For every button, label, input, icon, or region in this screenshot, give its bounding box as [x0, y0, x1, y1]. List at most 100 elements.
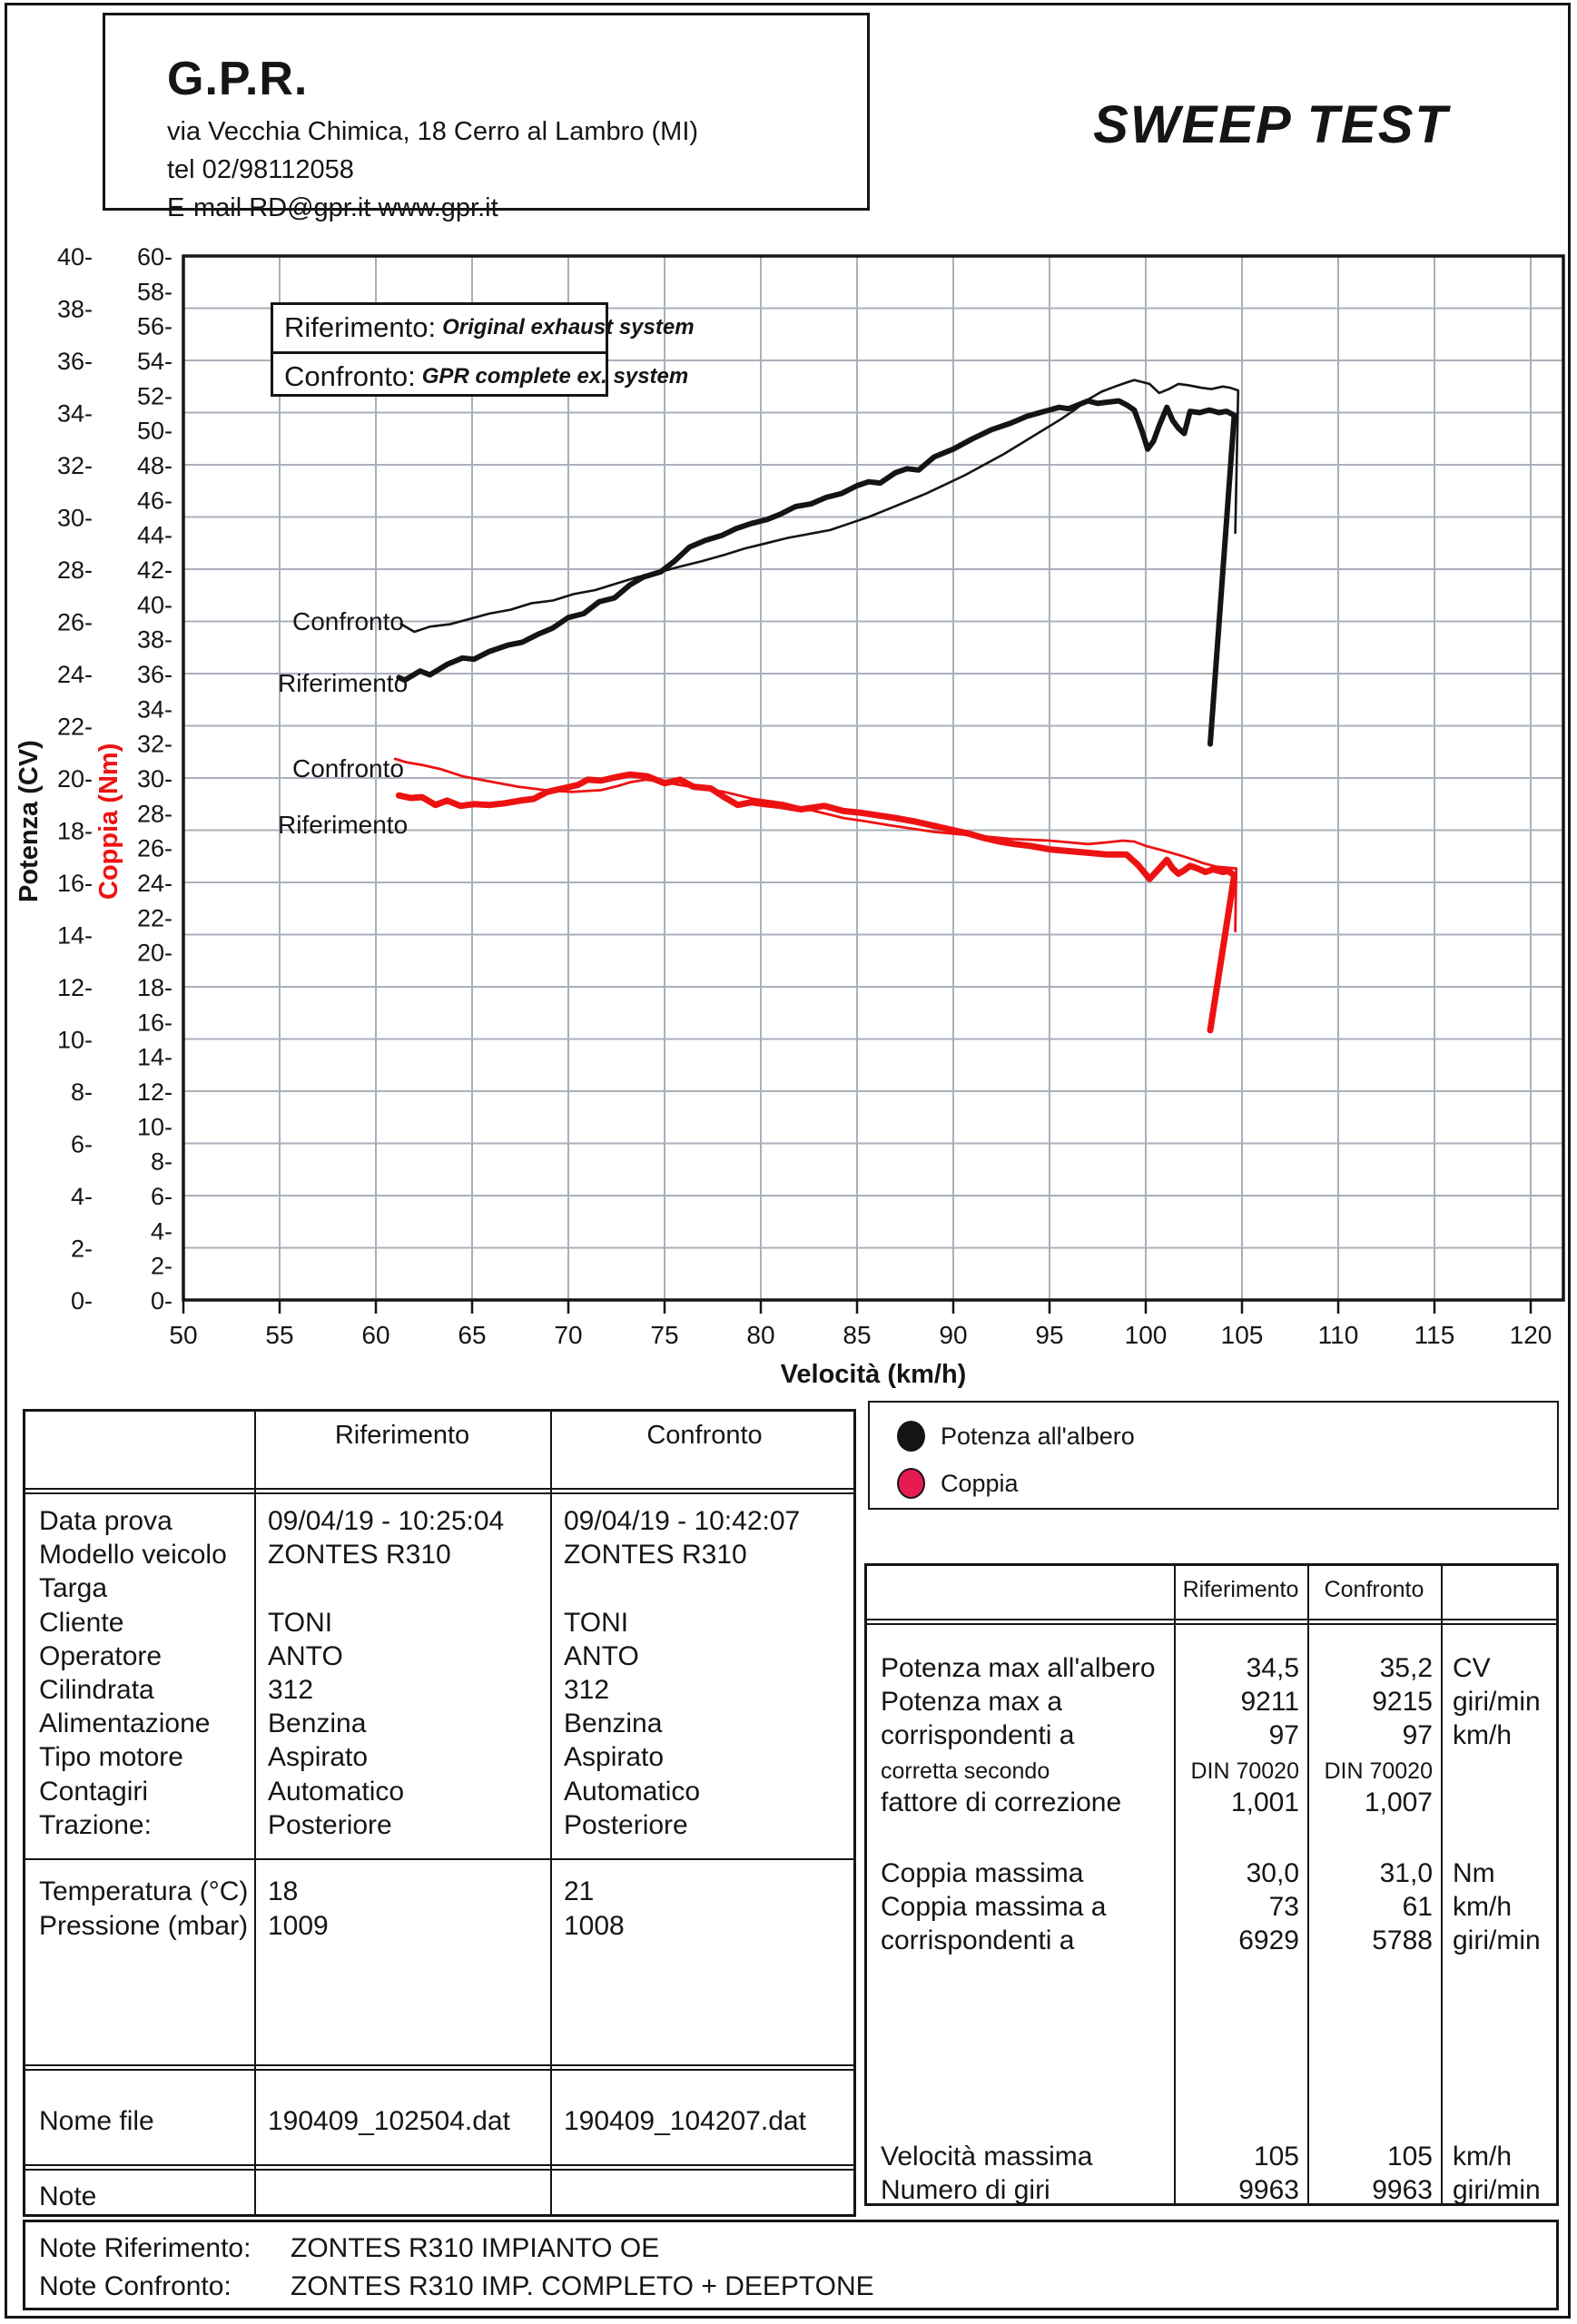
svg-text:80: 80	[746, 1321, 774, 1349]
info-row-label: Cliente	[39, 1607, 124, 1638]
note-row-label: Note	[39, 2181, 97, 2211]
results-row-confronto: 31,0	[1379, 1858, 1433, 1888]
column-divider	[1441, 1566, 1443, 2203]
row-divider	[25, 2164, 853, 2171]
torque-axis-title: Coppia (Nm)	[94, 743, 123, 901]
svg-text:65: 65	[458, 1321, 486, 1349]
note-riferimento-label: Note Riferimento:	[39, 2233, 251, 2263]
svg-text:40-: 40-	[57, 243, 93, 271]
svg-text:12-: 12-	[137, 1078, 172, 1106]
results-row-confronto: 61	[1402, 1892, 1433, 1922]
info-row-label: Operatore	[39, 1640, 163, 1671]
svg-text:34-: 34-	[57, 400, 93, 428]
curve-label-2: Confronto	[292, 754, 404, 783]
company-name: G.P.R.	[167, 53, 309, 105]
row-divider	[25, 1488, 853, 1494]
row-divider	[25, 1858, 853, 1860]
info-row-label: Cilindrata	[39, 1675, 154, 1705]
results-row-label: Potenza max all'albero	[881, 1653, 1156, 1683]
results-row-confronto: DIN 70020	[1324, 1758, 1433, 1784]
info-row-label: Contagiri	[39, 1776, 149, 1807]
info-col-header-confronto: Confronto	[646, 1421, 763, 1450]
info-row-label: Alimentazione	[39, 1709, 211, 1739]
results-row-confronto: 1,007	[1364, 1787, 1433, 1817]
svg-text:40-: 40-	[137, 591, 172, 618]
info-row-riferimento: TONI	[268, 1607, 333, 1638]
results-row-unit: Nm	[1453, 1858, 1495, 1888]
results-row-label: Numero di giri	[881, 2175, 1050, 2205]
x-axis-ticks: 50 55 60 65 70 75 80 85 90 95 100 105 110 115 120	[169, 1300, 1552, 1349]
power-legend-label: Potenza all'albero	[941, 1423, 1135, 1450]
svg-text:28-: 28-	[57, 556, 93, 584]
results-row-riferimento: 1,001	[1230, 1787, 1299, 1817]
svg-text:38-: 38-	[137, 626, 172, 654]
note-confronto-label: Note Confronto:	[39, 2271, 232, 2301]
svg-text:26-: 26-	[137, 835, 172, 862]
column-divider	[1174, 1566, 1176, 2203]
svg-text:12-: 12-	[57, 974, 93, 1001]
svg-text:20-: 20-	[137, 940, 172, 967]
env-row-riferimento: 18	[268, 1876, 299, 1906]
info-row-riferimento: 09/04/19 - 10:25:04	[268, 1506, 505, 1536]
svg-text:4-: 4-	[151, 1217, 172, 1245]
results-row-label: Potenza max a	[881, 1687, 1063, 1717]
svg-text:110: 110	[1318, 1321, 1359, 1349]
power-axis-title: Potenza (CV)	[15, 740, 44, 903]
env-row-confronto: 1008	[564, 1911, 625, 1941]
row-divider	[867, 1619, 1556, 1625]
x-axis-title: Velocità (km/h)	[780, 1360, 967, 1389]
svg-text:10-: 10-	[57, 1027, 93, 1054]
svg-text:50: 50	[169, 1321, 197, 1349]
svg-text:24-: 24-	[57, 661, 93, 688]
column-divider	[254, 1412, 256, 2214]
results-row-unit: km/h	[1453, 1892, 1513, 1922]
info-row-riferimento: Aspirato	[268, 1742, 369, 1773]
torque-legend-dot	[897, 1468, 925, 1499]
env-row-label: Pressione (mbar)	[39, 1911, 249, 1941]
results-row-riferimento: 73	[1268, 1892, 1299, 1922]
legend-riferimento-desc: Original exhaust system	[442, 315, 695, 340]
results-row-label: fattore di correzione	[881, 1787, 1122, 1817]
svg-text:18-: 18-	[137, 974, 172, 1001]
results-row-riferimento: 9963	[1238, 2175, 1299, 2205]
note-confronto-value: ZONTES R310 IMP. COMPLETO + DEEPTONE	[291, 2271, 874, 2301]
results-row-unit: km/h	[1453, 2142, 1513, 2171]
info-row-label: Modello veicolo	[39, 1540, 227, 1571]
info-row-confronto: TONI	[564, 1607, 629, 1638]
results-row-unit: km/h	[1453, 1720, 1513, 1750]
row-divider	[25, 2064, 853, 2071]
results-row-confronto: 105	[1386, 2142, 1433, 2171]
potenza-confronto-curve	[399, 379, 1240, 634]
env-row-riferimento: 1009	[268, 1911, 329, 1941]
info-row-riferimento: Posteriore	[268, 1809, 392, 1840]
svg-text:105: 105	[1221, 1321, 1264, 1349]
svg-text:36-: 36-	[137, 661, 172, 688]
svg-text:20-: 20-	[57, 765, 93, 793]
chart-legend-box: Riferimento: Original exhaust system Con…	[271, 302, 695, 397]
company-address: via Vecchia Chimica, 18 Cerro al Lambro …	[167, 117, 699, 146]
info-row-label: Trazione:	[39, 1809, 152, 1840]
svg-text:22-: 22-	[57, 714, 93, 741]
info-row-confronto: Aspirato	[564, 1742, 665, 1773]
results-row-unit: CV	[1453, 1653, 1491, 1683]
results-row-label: Coppia massima	[881, 1858, 1084, 1888]
company-header-box: G.P.R. via Vecchia Chimica, 18 Cerro al …	[103, 13, 870, 222]
results-row-confronto: 97	[1402, 1720, 1433, 1750]
power-legend-dot	[897, 1421, 925, 1452]
svg-text:30-: 30-	[137, 765, 172, 793]
curves-legend-box: Potenza all'albero Coppia	[868, 1401, 1559, 1510]
svg-text:36-: 36-	[57, 348, 93, 375]
legend-confronto-desc: GPR complete ex. system	[421, 364, 689, 389]
column-divider	[550, 1412, 552, 2214]
svg-text:100: 100	[1125, 1321, 1168, 1349]
results-row-label: corretta secondo	[881, 1758, 1050, 1784]
svg-text:28-: 28-	[137, 800, 172, 827]
info-row-confronto: Benzina	[564, 1709, 663, 1739]
test-info-table: Riferimento Confronto Data prova 09/04/19 -…	[23, 1409, 856, 2217]
svg-text:0-: 0-	[151, 1287, 172, 1315]
results-row-confronto: 35,2	[1379, 1653, 1433, 1683]
file-row-confronto: 190409_104207.dat	[564, 2106, 806, 2136]
note-riferimento-value: ZONTES R310 IMPIANTO OE	[291, 2233, 660, 2263]
info-row-confronto: ZONTES R310	[564, 1540, 747, 1571]
